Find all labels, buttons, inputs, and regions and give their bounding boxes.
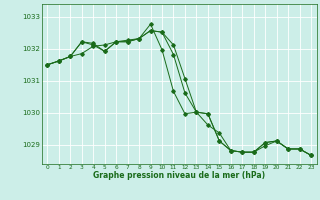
X-axis label: Graphe pression niveau de la mer (hPa): Graphe pression niveau de la mer (hPa)	[93, 171, 265, 180]
